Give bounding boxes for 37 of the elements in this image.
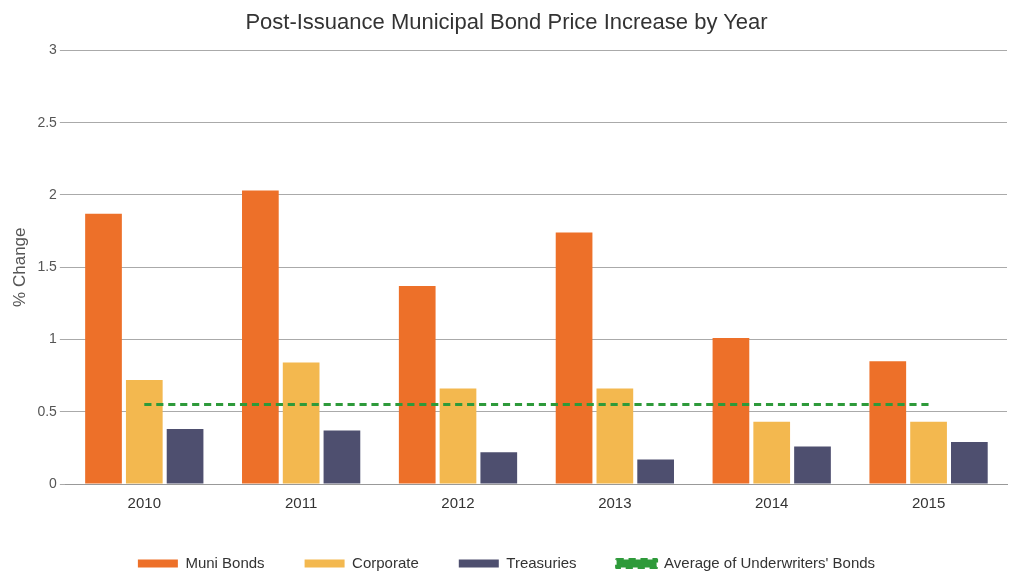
x-tick-label: 2013 (598, 494, 632, 512)
x-tick-label: 2015 (911, 494, 946, 512)
y-tick-label: 3 (49, 41, 58, 58)
y-tick-label: 1 (49, 330, 58, 347)
y-tick-label: 2.5 (37, 113, 58, 130)
bar (125, 379, 163, 484)
bar (398, 285, 436, 484)
x-tick-label: 2010 (127, 494, 161, 512)
y-tick-label: 2 (49, 185, 58, 202)
legend-label: Average of Underwriters' Bonds (664, 553, 876, 571)
y-tick-label: 0 (49, 474, 58, 491)
bar (439, 388, 477, 484)
bar (794, 446, 831, 484)
legend-label: Treasuries (506, 553, 577, 571)
bar (555, 232, 593, 484)
legend-label: Corporate (352, 553, 419, 571)
x-tick-label: 2011 (285, 494, 318, 512)
chart-title: Post-Issuance Municipal Bond Price Increase by Year (245, 9, 768, 35)
x-tick-label: 2012 (441, 494, 475, 512)
bar (596, 388, 634, 484)
bar (712, 338, 750, 484)
bar (166, 429, 204, 484)
bar (85, 213, 122, 484)
bar (910, 421, 947, 484)
legend-label: Muni Bonds (185, 553, 265, 571)
y-tick-label: 0.5 (37, 402, 58, 419)
bar (951, 442, 988, 484)
bar (282, 362, 320, 484)
bar (637, 459, 674, 484)
bar (242, 190, 279, 484)
bar (869, 361, 907, 484)
bar (323, 430, 361, 484)
bar (753, 421, 791, 484)
bar (480, 452, 518, 484)
x-tick-label: 2014 (755, 494, 789, 512)
y-tick-label: 1.5 (37, 258, 58, 275)
y-axis-title: % Change (9, 227, 29, 307)
